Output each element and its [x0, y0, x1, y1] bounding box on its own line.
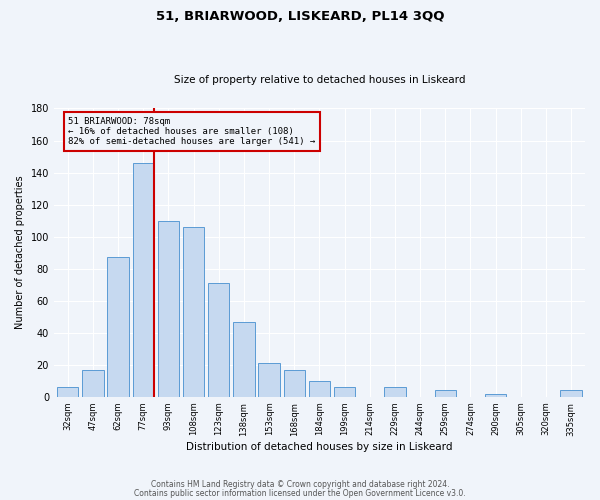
Bar [434, 390, 456, 397]
Bar [133, 163, 154, 397]
Bar [82, 370, 104, 397]
Bar [284, 370, 305, 397]
Bar [560, 390, 582, 397]
Bar [233, 322, 254, 397]
Bar [259, 363, 280, 397]
Y-axis label: Number of detached properties: Number of detached properties [15, 176, 25, 330]
Text: 51, BRIARWOOD, LISKEARD, PL14 3QQ: 51, BRIARWOOD, LISKEARD, PL14 3QQ [156, 10, 444, 23]
Text: Contains HM Land Registry data © Crown copyright and database right 2024.: Contains HM Land Registry data © Crown c… [151, 480, 449, 489]
Bar [107, 258, 129, 397]
Bar [485, 394, 506, 397]
X-axis label: Distribution of detached houses by size in Liskeard: Distribution of detached houses by size … [186, 442, 453, 452]
Bar [57, 387, 79, 397]
Text: Contains public sector information licensed under the Open Government Licence v3: Contains public sector information licen… [134, 488, 466, 498]
Bar [183, 227, 205, 397]
Bar [309, 381, 330, 397]
Title: Size of property relative to detached houses in Liskeard: Size of property relative to detached ho… [174, 76, 465, 86]
Bar [384, 387, 406, 397]
Bar [208, 283, 229, 397]
Text: 51 BRIARWOOD: 78sqm
← 16% of detached houses are smaller (108)
82% of semi-detac: 51 BRIARWOOD: 78sqm ← 16% of detached ho… [68, 116, 316, 146]
Bar [158, 220, 179, 397]
Bar [334, 387, 355, 397]
